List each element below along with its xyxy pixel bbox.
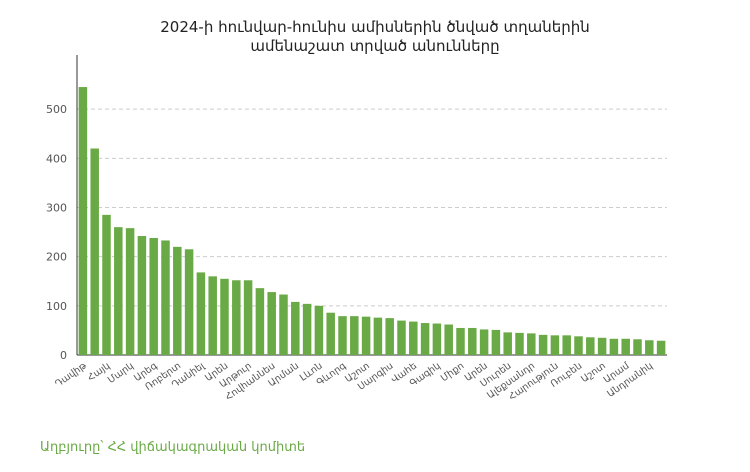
bar: [291, 301, 300, 355]
bar: [196, 272, 206, 355]
bar: [503, 332, 512, 355]
bar: [597, 337, 607, 355]
bar: [432, 323, 442, 355]
bar: [538, 334, 548, 355]
bar: [420, 323, 430, 355]
source-note: Աղբյուրը՝ ՀՀ վիճակագրական կոմիտե: [40, 440, 306, 455]
bar: [609, 338, 619, 355]
bar: [302, 303, 312, 355]
bar: [550, 335, 560, 355]
y-tick-label: 400: [46, 152, 67, 165]
bar: [586, 337, 595, 355]
bar: [621, 338, 630, 355]
bar-chart: 0100200300400500ԴավիթՀայկՄարկԱրեգՌոբերտԴ…: [46, 55, 667, 403]
bar: [255, 288, 265, 355]
bar: [361, 316, 371, 355]
bar: [90, 148, 99, 355]
bar: [279, 294, 288, 355]
bar: [574, 336, 583, 355]
x-tick-label: Աշոտ: [579, 360, 608, 385]
bar: [314, 305, 324, 355]
bar: [444, 324, 453, 355]
chart-title: 2024-ի հունվար-հունիս ամիսներին ծնված տղ…: [0, 18, 750, 56]
x-tick-label: Միքո: [439, 360, 466, 384]
bar: [114, 227, 123, 355]
bar: [479, 329, 489, 355]
bar: [78, 87, 88, 356]
y-tick-label: 500: [46, 103, 67, 116]
y-tick-label: 100: [46, 300, 67, 313]
x-tick-label: Մարկ: [106, 360, 136, 386]
y-tick-label: 200: [46, 251, 67, 264]
bar: [468, 327, 477, 355]
bar: [243, 280, 253, 355]
bar: [562, 335, 571, 355]
bar: [208, 276, 217, 355]
bar: [149, 237, 158, 355]
bar: [184, 249, 194, 355]
bar: [232, 280, 241, 355]
bar: [409, 321, 418, 355]
bar: [220, 278, 229, 355]
bar: [633, 339, 642, 355]
bar: [656, 340, 666, 355]
bar: [326, 312, 335, 355]
bar: [161, 240, 170, 355]
bar: [515, 332, 524, 355]
bar: [456, 327, 465, 355]
bar: [173, 246, 182, 355]
bar: [125, 228, 135, 355]
bar: [527, 333, 536, 355]
bar: [385, 318, 394, 355]
y-tick-label: 300: [46, 202, 67, 215]
bar: [397, 320, 406, 355]
bar: [102, 214, 111, 355]
bar: [645, 340, 654, 355]
chart-title-line1: 2024-ի հունվար-հունիս ամիսներին ծնված տղ…: [160, 18, 590, 36]
x-tick-label: Դավիթ: [53, 360, 89, 390]
bar: [373, 317, 383, 355]
bar: [491, 329, 501, 355]
bar: [350, 316, 359, 355]
bar: [137, 236, 147, 355]
bar: [338, 316, 347, 355]
bar: [267, 292, 276, 355]
y-tick-label: 0: [60, 349, 67, 362]
chart-title-line2: ամենաշատ տրված անունները: [250, 37, 500, 55]
